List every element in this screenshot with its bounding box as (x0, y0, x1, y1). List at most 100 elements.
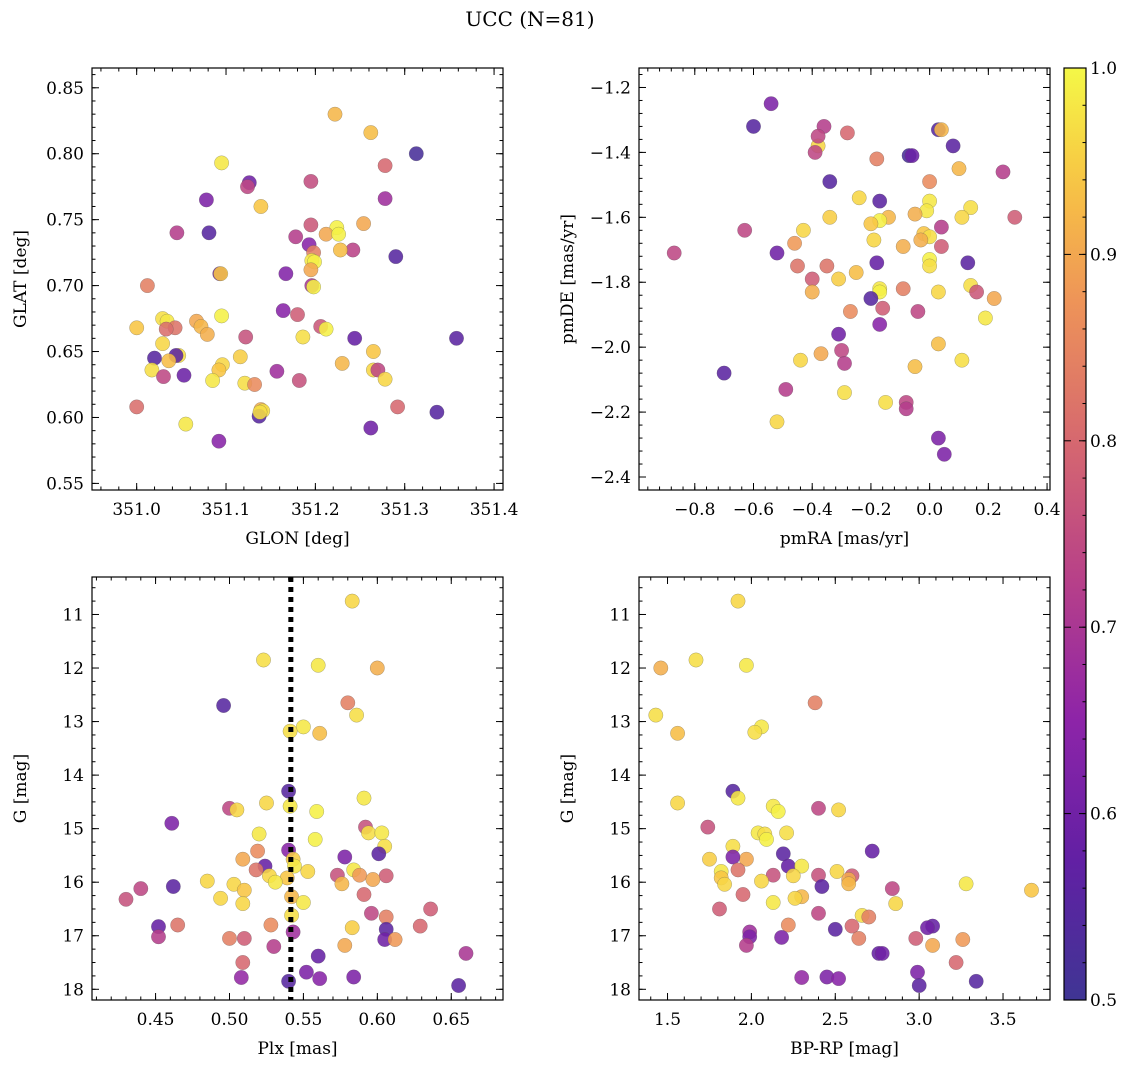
data-point (377, 371, 393, 387)
data-point (222, 931, 237, 946)
data-point (863, 216, 879, 232)
data-point (670, 725, 685, 741)
y-tick-label: −1.8 (590, 273, 631, 293)
y-tick-label: 11 (609, 605, 631, 625)
data-point (318, 321, 334, 337)
data-point (356, 216, 371, 232)
x-tick-label: 2.5 (822, 1010, 849, 1030)
x-tick-label: 2.0 (738, 1010, 765, 1030)
data-point (875, 300, 891, 316)
data-point (129, 399, 145, 415)
data-point (884, 881, 900, 896)
x-tick-label: 3.5 (990, 1010, 1017, 1030)
data-point (213, 890, 229, 906)
data-point (925, 938, 940, 953)
data-point (363, 905, 379, 921)
data-point (955, 932, 971, 947)
colorbar-tick-label: 0.6 (1090, 805, 1117, 825)
data-point (303, 262, 319, 278)
data-point (986, 291, 1002, 306)
data-point (934, 239, 949, 254)
x-tick-label: 0.60 (358, 1010, 396, 1030)
data-point (235, 955, 251, 970)
data-point (363, 125, 379, 141)
colorbar-tick-label: 0.9 (1090, 245, 1117, 265)
data-point (129, 320, 145, 336)
panel-1: 351.0 351.1 351.2 351.3 351.4 0.55 0.60 0.65 0.7… (11, 67, 518, 549)
x-tick-label: 351.0 (112, 500, 161, 520)
data-point (352, 867, 367, 883)
y-axis-label: GLAT [deg] (11, 230, 31, 328)
data-point (256, 652, 271, 668)
data-point (458, 946, 474, 961)
data-point (429, 404, 445, 420)
data-point (337, 849, 353, 865)
data-point (874, 946, 890, 961)
data-point (904, 148, 920, 164)
data-point (377, 191, 393, 207)
y-tick-label: −1.2 (590, 78, 631, 98)
data-point (811, 800, 826, 816)
x-tick-label: 0.4 (1034, 500, 1061, 520)
data-point (739, 657, 754, 673)
data-point (653, 660, 669, 676)
data-point (165, 879, 181, 894)
data-point (312, 725, 328, 741)
data-point (712, 901, 727, 917)
data-point (340, 695, 356, 711)
x-tick-label: −0.4 (792, 500, 833, 520)
x-axis-label: GLON [deg] (245, 529, 349, 549)
data-point (931, 284, 946, 300)
plot-area (118, 577, 474, 1000)
data-point (725, 849, 741, 865)
data-point (831, 971, 846, 986)
data-point (822, 174, 838, 190)
data-point (794, 970, 810, 985)
data-point (702, 851, 717, 867)
data-point (365, 872, 381, 887)
plot-area (666, 96, 1023, 462)
data-point (269, 363, 285, 379)
x-tick-label: −0.8 (674, 500, 715, 520)
data-point (156, 369, 171, 384)
x-tick-label: −0.6 (733, 500, 774, 520)
data-point (922, 258, 937, 274)
data-point (344, 593, 360, 609)
data-point (412, 918, 428, 934)
data-point (822, 209, 838, 225)
data-point (288, 229, 304, 245)
panel-4: 1.5 2.0 2.5 3.0 3.5 11 12 13 14 15 16 17 18 BP-RP [ma… (558, 576, 1051, 1059)
data-point (290, 307, 305, 322)
data-point (739, 938, 754, 953)
x-tick-label: 0.55 (284, 1010, 322, 1030)
data-point (214, 308, 230, 324)
data-point (240, 179, 255, 195)
x-tick-label: 0.65 (432, 1010, 470, 1030)
data-point (334, 876, 350, 892)
data-point (819, 258, 835, 274)
x-tick-label: 0.0 (916, 500, 943, 520)
data-point (365, 344, 381, 359)
data-point (872, 316, 888, 332)
x-tick-label: 351.1 (202, 500, 251, 520)
data-point (236, 931, 252, 946)
data-point (907, 206, 923, 222)
data-point (827, 921, 843, 937)
axes-frame (638, 576, 1051, 1001)
data-point (763, 96, 779, 112)
data-point (347, 330, 363, 346)
data-point (259, 795, 274, 811)
plot-area (648, 593, 1039, 993)
plot-area (129, 106, 464, 449)
y-tick-label: 14 (609, 766, 631, 786)
data-point (804, 284, 820, 300)
data-point (807, 695, 823, 711)
data-point (251, 826, 267, 842)
y-tick-label: −2.4 (590, 468, 631, 488)
y-tick-label: 13 (62, 713, 84, 733)
data-point (1007, 209, 1023, 225)
data-point (309, 804, 325, 819)
data-point (759, 832, 774, 847)
data-point (730, 790, 746, 806)
